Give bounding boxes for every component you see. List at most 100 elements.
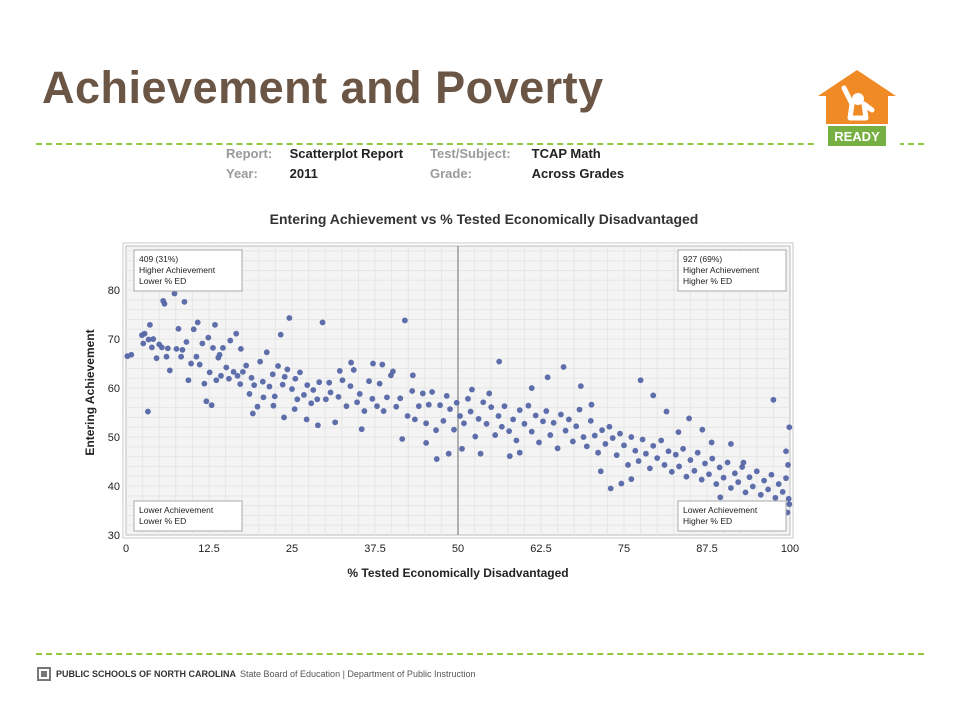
data-point: [501, 403, 508, 410]
data-point: [461, 420, 467, 427]
data-point: [602, 440, 609, 447]
data-point: [335, 393, 342, 400]
data-point: [374, 403, 380, 410]
data-point: [770, 396, 777, 403]
data-point: [625, 462, 631, 468]
quadrant-label-bottom-left: Lower Achievement: [139, 505, 214, 515]
subject-label: Test/Subject:: [430, 146, 511, 161]
data-point: [275, 363, 281, 369]
data-point: [248, 374, 255, 381]
data-point: [457, 413, 463, 419]
quadrant-label-bottom-right: Higher % ED: [683, 516, 732, 526]
data-point: [683, 473, 690, 480]
data-point: [746, 474, 753, 481]
data-point: [270, 402, 277, 409]
y-tick-label: 80: [108, 285, 120, 297]
data-point: [401, 317, 408, 324]
data-point: [740, 459, 747, 466]
data-point: [597, 468, 604, 475]
data-point: [486, 390, 493, 397]
data-point: [423, 420, 430, 427]
data-point: [472, 433, 479, 440]
data-point: [443, 392, 450, 399]
quadrant-label-top-left: 409 (31%): [139, 254, 178, 264]
grade-label: Grade:: [430, 166, 472, 181]
y-axis-label: Entering Achievement: [83, 329, 97, 455]
data-point: [496, 358, 503, 365]
data-point: [753, 468, 760, 475]
data-point: [284, 366, 291, 373]
data-point: [205, 334, 212, 341]
data-point: [768, 471, 775, 478]
data-point: [635, 458, 642, 464]
data-point: [779, 488, 786, 495]
data-point: [775, 481, 782, 487]
data-point: [263, 349, 270, 356]
data-point: [650, 442, 657, 449]
data-point: [550, 419, 557, 426]
data-point: [206, 369, 213, 376]
data-point: [419, 390, 426, 397]
data-point: [565, 416, 572, 423]
data-point: [409, 372, 416, 379]
data-point: [765, 486, 771, 493]
y-tick-label: 30: [108, 530, 120, 542]
data-point: [467, 408, 474, 415]
x-tick-label: 75: [618, 543, 630, 555]
y-tick-label: 70: [108, 334, 120, 346]
data-point: [739, 464, 746, 470]
data-point: [661, 462, 668, 468]
data-point: [314, 422, 321, 429]
data-point: [742, 489, 749, 496]
data-point: [303, 416, 310, 423]
data-point: [639, 436, 646, 443]
data-point: [628, 476, 635, 483]
data-point: [379, 361, 386, 368]
data-point: [686, 415, 692, 422]
data-point: [183, 339, 190, 345]
data-point: [728, 485, 734, 491]
data-point: [672, 451, 679, 458]
data-point: [465, 395, 471, 402]
header-divider: [36, 143, 924, 145]
quadrant-label-bottom-right: Lower Achievement: [683, 505, 758, 515]
data-point: [343, 403, 350, 410]
data-point: [650, 392, 657, 399]
quadrant-label-top-right: Higher % ED: [683, 276, 732, 286]
data-point: [304, 382, 311, 389]
data-point: [145, 408, 151, 415]
data-point: [613, 452, 620, 459]
data-point: [540, 418, 546, 425]
data-point: [297, 369, 303, 376]
data-point: [532, 412, 539, 419]
data-point: [409, 388, 416, 394]
data-point: [301, 392, 307, 398]
data-point: [475, 416, 482, 422]
data-point: [227, 337, 234, 344]
data-point: [691, 467, 698, 474]
data-point: [643, 450, 649, 457]
data-point: [785, 462, 791, 468]
data-point: [558, 411, 564, 418]
data-point: [595, 449, 602, 456]
data-point: [223, 364, 230, 371]
data-point: [786, 424, 793, 431]
x-tick-label: 25: [286, 543, 298, 555]
data-point: [380, 408, 387, 414]
data-point: [687, 457, 694, 463]
x-tick-label: 37.5: [364, 543, 385, 555]
data-point: [525, 402, 532, 409]
logo-banner: [828, 126, 886, 146]
data-point: [506, 453, 513, 460]
data-point: [239, 368, 246, 375]
data-point: [680, 445, 686, 452]
data-point: [399, 436, 406, 442]
footer-org: PUBLIC SCHOOLS OF NORTH CAROLINA: [56, 669, 236, 679]
data-point: [237, 345, 244, 352]
data-point: [254, 403, 261, 410]
data-point: [569, 438, 576, 445]
data-point: [148, 344, 155, 351]
data-point: [308, 400, 315, 407]
data-point: [676, 463, 683, 470]
data-point: [358, 426, 365, 433]
